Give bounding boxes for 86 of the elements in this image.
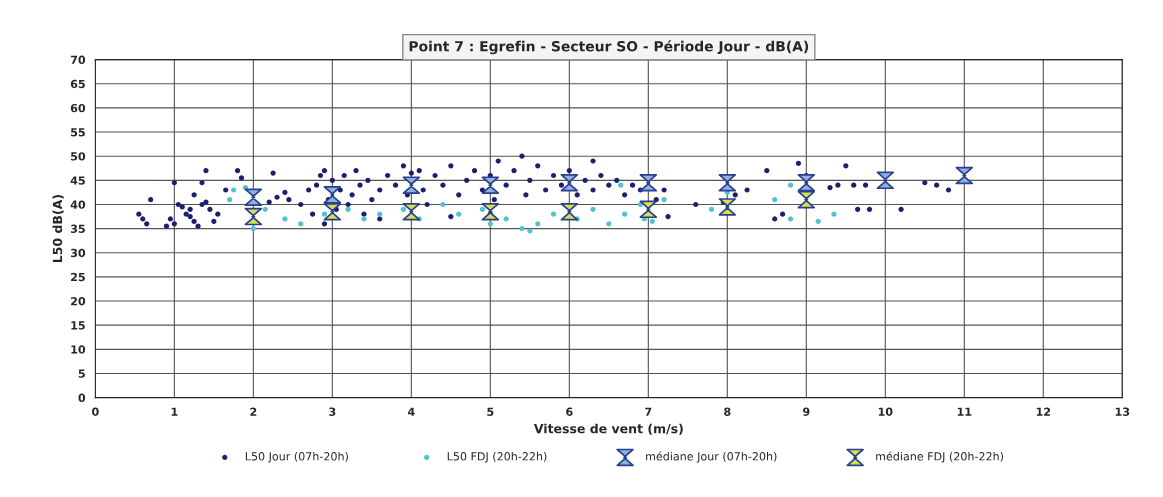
point	[244, 207, 263, 226]
point	[708, 206, 715, 212]
x-tick-label: 2	[250, 407, 257, 416]
point	[519, 226, 525, 232]
y-tick-label: 25	[71, 272, 85, 282]
point	[560, 202, 579, 221]
point	[772, 197, 778, 203]
y-tick-label: 30	[70, 248, 86, 258]
point	[622, 211, 628, 217]
chart-title: Point 7 : Egrefin - Secteur SO - Période Jour - dB(A)	[409, 40, 809, 55]
point	[550, 211, 557, 217]
point	[787, 216, 794, 222]
point	[955, 166, 974, 185]
y-tick-label: 0	[78, 393, 86, 402]
point	[227, 197, 233, 203]
point	[590, 206, 596, 212]
y-tick-label: 35	[70, 224, 85, 233]
legend-label: L50 Jour (07h-20h)	[245, 451, 348, 463]
point	[487, 221, 493, 227]
y-tick-label: 65	[70, 79, 85, 89]
x-tick-label: 1	[171, 407, 178, 416]
point	[456, 211, 462, 217]
point	[797, 190, 816, 209]
y-tick-label: 70	[70, 55, 86, 65]
point	[503, 216, 509, 222]
x-tick-label: 8	[724, 407, 731, 416]
x-tick-label: 0	[92, 407, 99, 416]
x-tick-label: 7	[645, 407, 652, 416]
point	[481, 176, 500, 194]
point	[535, 221, 541, 227]
legend-label: médiane Jour (07h-20h)	[646, 451, 777, 463]
x-tick-label: 3	[329, 407, 336, 416]
y-tick-label: 60	[70, 103, 86, 113]
point	[250, 226, 256, 232]
point	[244, 188, 263, 206]
point	[323, 202, 342, 221]
x-tick-label: 9	[803, 407, 810, 416]
point	[321, 211, 328, 217]
point	[440, 201, 446, 208]
y-tick-label: 15	[71, 321, 85, 330]
point	[718, 198, 737, 216]
point	[479, 206, 486, 212]
y-tick-label: 45	[70, 176, 85, 185]
y-tick-label: 50	[71, 152, 86, 161]
x-tick-label: 10	[878, 407, 893, 416]
point	[402, 176, 421, 194]
point	[797, 174, 816, 192]
point	[639, 174, 658, 192]
point	[481, 202, 500, 221]
x-axis-title: Vitesse de vent (m/s)	[533, 423, 683, 435]
y-tick-label: 20	[71, 297, 86, 306]
point	[560, 174, 579, 192]
point	[606, 221, 612, 227]
y-tick-label: 10	[71, 345, 86, 354]
point	[718, 174, 737, 192]
point	[876, 171, 895, 190]
point	[649, 218, 655, 224]
point	[282, 216, 288, 222]
legend-label: L50 FDJ (20h-22h)	[447, 451, 547, 463]
y-tick-label: 55	[71, 128, 85, 137]
point	[787, 182, 794, 188]
y-axis-title: L50 dB(A)	[52, 195, 64, 263]
y-tick-label: 40	[70, 200, 86, 209]
x-tick-label: 4	[407, 407, 415, 416]
point	[231, 187, 237, 193]
point	[661, 197, 667, 203]
point	[345, 206, 351, 212]
point	[400, 206, 407, 212]
legend-label: médiane FDJ (20h-22h)	[876, 451, 1004, 463]
point	[618, 182, 624, 188]
point	[377, 211, 383, 217]
x-tick-label: 11	[957, 407, 972, 416]
point	[402, 202, 421, 221]
x-tick-label: 13	[1115, 407, 1130, 416]
point	[815, 218, 821, 224]
x-tick-label: 12	[1036, 407, 1051, 416]
point	[298, 221, 304, 227]
point	[527, 228, 533, 234]
point	[831, 211, 837, 217]
x-tick-label: 6	[566, 407, 573, 416]
point	[262, 206, 268, 212]
point	[639, 200, 658, 219]
y-tick-label: 5	[78, 369, 85, 378]
point	[323, 186, 342, 204]
x-tick-label: 5	[487, 407, 494, 416]
point	[361, 216, 367, 222]
